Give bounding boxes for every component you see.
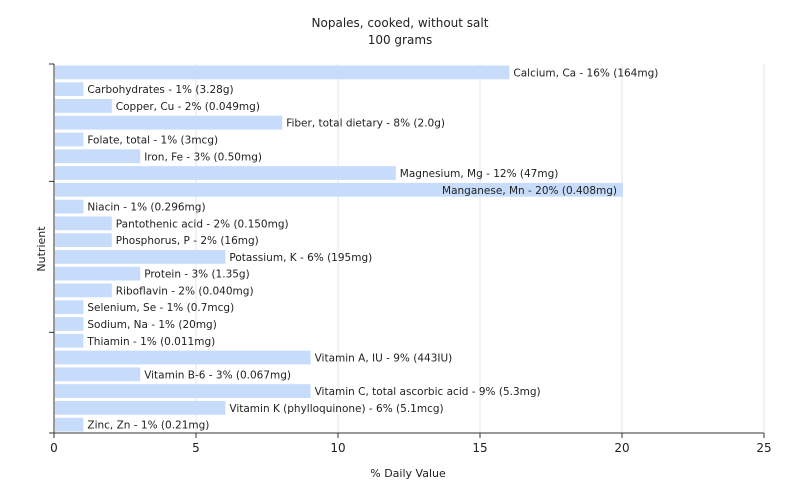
bar — [55, 266, 141, 281]
bar — [55, 115, 283, 130]
y-axis-label: Nutrient — [35, 226, 48, 272]
bar-labels: Calcium, Ca - 16% (164mg) Carbohydrates -… — [86, 67, 658, 431]
x-axis-label: % Daily Value — [370, 467, 446, 480]
bar — [55, 216, 112, 231]
bar-label: Manganese, Mn - 20% (0.408mg) — [442, 185, 617, 197]
bar-label: Potassium, K - 6% (195mg) — [229, 252, 372, 264]
bar-label: Riboflavin - 2% (0.040mg) — [116, 285, 254, 297]
bar-label: Phosphorus, P - 2% (16mg) — [116, 235, 259, 247]
bar-label: Thiamin - 1% (0.011mg) — [86, 336, 215, 348]
bar — [55, 317, 84, 331]
bar-label: Vitamin A, IU - 9% (443IU) — [315, 353, 453, 365]
bar-label: Zinc, Zn - 1% (0.21mg) — [87, 420, 209, 432]
bar-label: Protein - 3% (1.35g) — [144, 269, 250, 281]
bar-label: Copper, Cu - 2% (0.049mg) — [116, 101, 260, 113]
bar-label: Carbohydrates - 1% (3.28g) — [87, 84, 233, 96]
x-tick-label: 15 — [472, 441, 487, 455]
bar-label: Niacin - 1% (0.296mg) — [87, 202, 205, 214]
bar — [55, 384, 311, 398]
bar-label: Vitamin B-6 - 3% (0.067mg) — [144, 369, 291, 381]
bar-label: Vitamin K (phylloquinone) - 6% (5.1mcg) — [229, 403, 443, 415]
axes: 0 5 10 15 20 25 — [49, 63, 772, 455]
chart-title: Nopales, cooked, without salt — [312, 16, 489, 30]
bar-label: Iron, Fe - 3% (0.50mg) — [144, 151, 262, 163]
bar — [55, 149, 141, 164]
bar-label: Selenium, Se - 1% (0.7mcg) — [87, 302, 234, 314]
bar-label: Fiber, total dietary - 8% (2.0g) — [286, 118, 445, 130]
bar — [55, 333, 84, 348]
chart-subtitle: 100 grams — [368, 33, 433, 47]
bar — [55, 400, 226, 415]
x-tick-label: 5 — [192, 441, 200, 455]
bar — [55, 283, 112, 298]
bars — [55, 65, 623, 432]
bar-label: Magnesium, Mg - 12% (47mg) — [400, 168, 559, 180]
bar — [55, 182, 623, 197]
bar — [55, 300, 84, 315]
bar-label: Vitamin C, total ascorbic acid - 9% (5.3… — [315, 386, 541, 398]
bar — [55, 166, 396, 180]
grid-lines — [195, 64, 765, 433]
bar — [55, 367, 141, 382]
bar — [55, 132, 84, 147]
bar — [55, 250, 226, 264]
bar — [55, 417, 84, 432]
bar — [55, 65, 510, 80]
bar — [55, 82, 84, 97]
bar-label: Calcium, Ca - 16% (164mg) — [513, 67, 658, 79]
bar-label: Pantothenic acid - 2% (0.150mg) — [116, 218, 289, 230]
x-tick-label: 20 — [614, 441, 629, 455]
x-tick-label: 10 — [330, 441, 345, 455]
bar — [55, 99, 112, 113]
bar-label: Folate, total - 1% (3mcg) — [87, 134, 218, 146]
bar — [55, 350, 311, 365]
x-tick-label: 0 — [50, 441, 58, 455]
bar — [55, 233, 112, 247]
x-tick-label: 25 — [756, 441, 771, 455]
bar — [55, 199, 84, 214]
bar-label: Sodium, Na - 1% (20mg) — [87, 319, 216, 331]
